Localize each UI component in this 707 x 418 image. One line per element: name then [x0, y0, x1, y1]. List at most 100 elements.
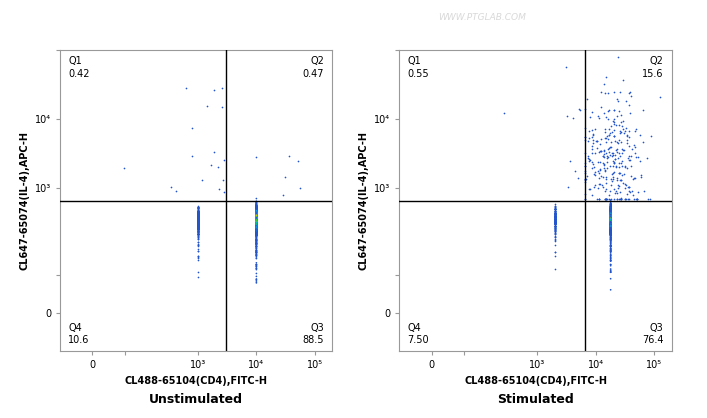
Point	[251, 217, 262, 224]
Point	[251, 213, 262, 219]
Point	[605, 210, 617, 217]
Point	[251, 230, 262, 237]
Point	[251, 215, 262, 222]
Point	[251, 213, 262, 220]
Point	[251, 210, 262, 217]
Point	[605, 224, 617, 230]
Point	[605, 232, 617, 239]
Point	[251, 217, 262, 223]
Point	[251, 209, 262, 216]
Point	[605, 208, 617, 215]
Point	[251, 204, 262, 211]
Point	[251, 215, 262, 222]
Point	[549, 222, 561, 229]
Point	[251, 219, 262, 226]
Point	[251, 216, 262, 222]
Point	[251, 222, 262, 229]
Point	[605, 209, 617, 216]
Point	[605, 212, 617, 219]
Point	[251, 207, 262, 214]
Point	[605, 218, 617, 225]
Point	[605, 213, 617, 220]
Point	[605, 214, 617, 220]
Point	[251, 224, 262, 231]
Point	[251, 214, 262, 221]
Point	[605, 226, 617, 232]
Point	[605, 221, 617, 228]
Point	[605, 208, 617, 214]
Point	[251, 201, 262, 207]
Point	[251, 237, 262, 243]
Point	[192, 221, 204, 228]
Point	[579, 167, 590, 174]
Point	[251, 229, 262, 236]
Point	[605, 222, 617, 228]
Point	[613, 98, 624, 104]
Point	[251, 251, 262, 257]
Point	[605, 209, 617, 216]
Point	[605, 215, 617, 222]
Point	[251, 214, 262, 220]
Point	[192, 212, 204, 219]
Point	[251, 207, 262, 214]
Point	[251, 214, 262, 221]
Point	[605, 245, 617, 252]
Point	[251, 213, 262, 219]
Point	[192, 212, 204, 218]
Point	[573, 175, 584, 181]
Point	[216, 84, 228, 91]
Point	[549, 213, 561, 220]
Point	[549, 219, 561, 225]
Point	[251, 222, 262, 229]
Point	[605, 219, 617, 226]
Point	[605, 215, 617, 222]
Point	[615, 195, 626, 202]
Point	[251, 213, 262, 219]
Point	[605, 215, 617, 222]
Point	[605, 202, 617, 209]
Point	[192, 214, 204, 221]
Point	[605, 215, 617, 222]
Point	[251, 226, 262, 232]
Point	[605, 207, 617, 214]
Point	[608, 173, 619, 180]
Point	[192, 211, 204, 217]
Point	[251, 210, 262, 217]
Point	[623, 156, 634, 163]
Point	[251, 214, 262, 221]
Point	[251, 216, 262, 222]
Point	[605, 209, 617, 216]
Point	[605, 209, 617, 216]
Point	[251, 209, 262, 216]
Point	[595, 166, 606, 173]
Point	[251, 207, 262, 214]
Text: Q4
10.6: Q4 10.6	[69, 323, 90, 345]
Point	[251, 221, 262, 228]
Point	[605, 216, 617, 223]
Point	[251, 218, 262, 225]
Point	[251, 206, 262, 213]
Point	[251, 220, 262, 227]
Point	[251, 219, 262, 225]
Point	[251, 209, 262, 216]
Point	[165, 184, 177, 191]
Point	[251, 214, 262, 221]
Point	[251, 237, 262, 243]
Point	[605, 211, 617, 218]
Point	[605, 217, 617, 224]
Point	[251, 203, 262, 210]
Point	[605, 223, 617, 230]
Point	[633, 189, 644, 196]
Point	[251, 207, 262, 214]
Point	[251, 214, 262, 220]
Point	[605, 219, 617, 226]
Point	[251, 212, 262, 218]
Point	[605, 206, 617, 212]
Point	[616, 195, 627, 202]
Point	[251, 204, 262, 211]
Point	[592, 138, 603, 144]
Point	[251, 220, 262, 227]
Point	[605, 252, 617, 259]
Point	[605, 207, 617, 214]
Point	[549, 226, 561, 233]
